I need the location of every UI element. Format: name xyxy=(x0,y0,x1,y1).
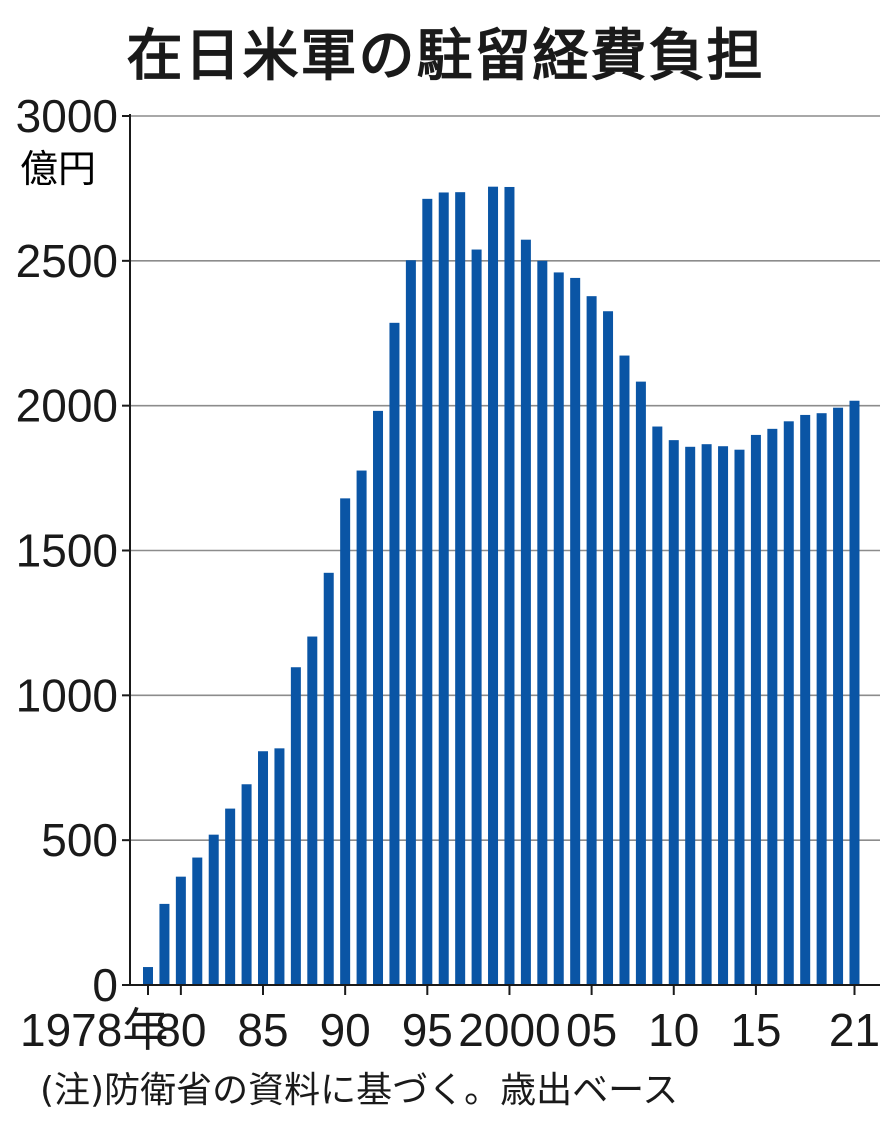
x-tick-label: 2000 xyxy=(458,1004,560,1056)
bar-1978 xyxy=(143,967,153,985)
bar-2018 xyxy=(800,414,811,985)
bar-2017 xyxy=(783,421,794,985)
bar-2003 xyxy=(553,272,564,985)
bar-2016 xyxy=(767,428,778,986)
y-tick-labels: 0 500 1000 1500 2000 2500 3000 xyxy=(16,90,118,1011)
bar-2013 xyxy=(718,446,729,986)
bar-2004 xyxy=(570,277,581,985)
bar-2021 xyxy=(849,400,860,986)
x-tick-label: 21 xyxy=(829,1004,880,1056)
bar-1993 xyxy=(389,322,400,985)
bar-2012 xyxy=(701,444,712,985)
x-tick-label: 95 xyxy=(402,1004,453,1056)
bar-1995 xyxy=(422,198,433,985)
bar-2010 xyxy=(668,440,679,986)
y-tick-label: 2000 xyxy=(16,380,118,432)
x-tick-label: 80 xyxy=(155,1004,206,1056)
bar-1989 xyxy=(323,572,334,985)
bar-1985 xyxy=(258,751,269,985)
bar-1983 xyxy=(225,808,236,985)
bar-2019 xyxy=(816,413,827,985)
x-tick-label: 15 xyxy=(730,1004,781,1056)
bar-2014 xyxy=(734,449,745,985)
bar-2009 xyxy=(652,426,663,985)
bar-1986 xyxy=(274,748,285,985)
bar-1994 xyxy=(405,260,416,985)
bar-2007 xyxy=(619,355,630,985)
bar-2002 xyxy=(537,260,548,985)
bar-1998 xyxy=(471,249,482,986)
y-tick-label: 1000 xyxy=(16,669,118,721)
bar-2011 xyxy=(685,446,696,986)
bar-1984 xyxy=(241,784,252,985)
bar-2015 xyxy=(750,434,761,986)
bar-1996 xyxy=(438,192,449,986)
bar-2000 xyxy=(504,186,515,986)
bar-1992 xyxy=(373,410,384,985)
bar-1991 xyxy=(356,470,367,985)
y-axis-unit-label: 億円 xyxy=(20,147,96,191)
bar-1987 xyxy=(290,667,301,985)
bar-1990 xyxy=(340,498,351,985)
axes xyxy=(122,114,880,995)
source-note: (注)防衛省の資料に基づく。歳出ベース xyxy=(40,1070,679,1111)
x-tick-label: 85 xyxy=(237,1004,288,1056)
bar-1988 xyxy=(307,636,318,985)
bar-1997 xyxy=(455,192,466,986)
x-tick-label: 10 xyxy=(648,1004,699,1056)
x-tick-label: 1978年 xyxy=(20,1004,168,1056)
bar-2020 xyxy=(833,407,844,985)
chart-title: 在日米軍の駐留経費負担 xyxy=(126,24,765,89)
bar-1979 xyxy=(159,903,170,985)
y-tick-label: 500 xyxy=(41,814,118,866)
bar-1980 xyxy=(175,876,186,985)
bar-1982 xyxy=(208,834,219,985)
bar-1981 xyxy=(192,857,203,985)
y-tick-label: 0 xyxy=(92,959,118,1011)
bar-1999 xyxy=(488,186,499,986)
bar-2005 xyxy=(586,296,597,985)
y-tick-label: 1500 xyxy=(16,525,118,577)
bar-2008 xyxy=(635,381,646,985)
y-tick-label: 3000 xyxy=(16,90,118,142)
bar-2001 xyxy=(520,239,531,985)
x-tick-label: 90 xyxy=(320,1004,371,1056)
bar-2006 xyxy=(603,311,614,985)
bars xyxy=(143,186,860,986)
y-tick-label: 2500 xyxy=(16,235,118,287)
x-tick-label: 05 xyxy=(566,1004,617,1056)
